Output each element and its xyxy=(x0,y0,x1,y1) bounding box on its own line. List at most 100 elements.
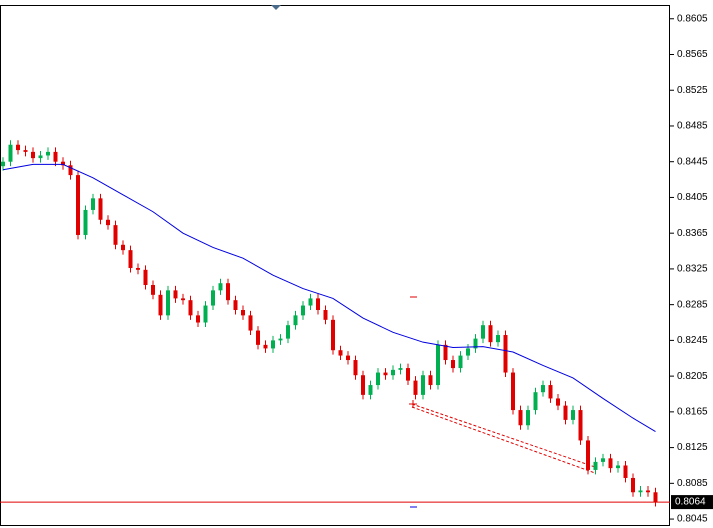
candle-body xyxy=(458,355,463,369)
candle-body xyxy=(61,161,65,166)
candle-body xyxy=(436,344,440,386)
candle-body xyxy=(511,372,515,411)
candle-body xyxy=(248,315,253,331)
candle-body xyxy=(188,300,193,316)
candle-body xyxy=(361,375,365,395)
y-tick-label: 0.8125 xyxy=(677,442,708,453)
candle-body xyxy=(503,335,508,373)
candle-body xyxy=(16,144,20,151)
candle-body xyxy=(331,319,335,351)
moving-average xyxy=(2,163,656,432)
chart-layer: 0.8605 0.8565 0.8525 0.8485 0.8445 0.8405 0.83… xyxy=(0,13,713,525)
candle-body xyxy=(473,338,478,349)
current-price-box xyxy=(671,495,713,510)
y-tick-label: 0.8045 xyxy=(677,514,708,525)
candle-body xyxy=(526,410,530,426)
y-tick-label: 0.8525 xyxy=(677,85,708,96)
candle-body xyxy=(106,219,110,226)
y-tick-label: 0.8605 xyxy=(677,13,708,24)
candle-body xyxy=(128,250,133,269)
y-tick-label: 0.8285 xyxy=(677,299,708,310)
candle-body xyxy=(121,244,125,251)
candle-body xyxy=(586,440,590,470)
candle-body xyxy=(346,355,350,361)
candle-body xyxy=(173,290,178,299)
candle-body xyxy=(376,372,380,386)
candle-body xyxy=(46,151,50,156)
candle-body xyxy=(158,294,163,316)
y-tick-label: 0.8165 xyxy=(677,406,708,417)
candle-body xyxy=(571,410,575,420)
candle-body xyxy=(263,344,268,349)
candle-body xyxy=(398,368,403,370)
candle-body xyxy=(166,290,170,316)
candle-body xyxy=(338,350,343,356)
candle-body xyxy=(518,410,523,426)
candle-body xyxy=(38,155,43,159)
candle-body xyxy=(143,269,148,285)
y-tick-label: 0.8405 xyxy=(677,192,708,203)
candle-body xyxy=(413,380,418,395)
y-tick-label: 0.8565 xyxy=(677,49,708,60)
candle-body xyxy=(308,298,313,306)
candle-body xyxy=(533,392,538,411)
candle-body xyxy=(496,335,500,343)
candle-body xyxy=(113,225,118,245)
candle-body xyxy=(233,300,238,311)
candle-body xyxy=(91,198,95,210)
candle-body xyxy=(271,340,275,349)
candle-body xyxy=(653,492,658,503)
candle-body xyxy=(578,410,583,441)
candle-body xyxy=(8,144,13,162)
candle-body xyxy=(368,385,373,395)
candle-body xyxy=(293,315,298,326)
trend-line xyxy=(411,406,596,474)
candle-body xyxy=(563,405,568,420)
y-tick-label: 0.8365 xyxy=(677,228,708,239)
candle-body xyxy=(428,375,433,386)
candle-body xyxy=(278,338,283,341)
candle-body xyxy=(353,360,358,376)
candle-body xyxy=(181,298,185,301)
y-tick-label: 0.8245 xyxy=(677,335,708,346)
candle-body xyxy=(481,325,485,339)
candle-body xyxy=(196,315,200,323)
candle-body xyxy=(286,325,290,339)
trend-line xyxy=(411,403,596,468)
candle-body xyxy=(638,490,643,493)
y-tick-label: 0.8445 xyxy=(677,156,708,167)
candle-body xyxy=(383,372,388,376)
candle-body xyxy=(631,477,635,493)
candle-body xyxy=(646,490,650,493)
candle-body xyxy=(31,151,35,159)
candle-body xyxy=(76,175,80,235)
candle-body xyxy=(323,310,328,320)
candle-body xyxy=(136,268,140,270)
candle-body xyxy=(623,465,628,478)
candle-body xyxy=(593,461,598,470)
candle-body xyxy=(548,385,553,399)
candle-body xyxy=(421,375,425,395)
candle-body xyxy=(211,290,215,306)
candle-body xyxy=(316,298,320,311)
y-tick-label: 0.8325 xyxy=(677,264,708,275)
candle-body xyxy=(556,398,560,406)
candle-body xyxy=(466,348,470,356)
candle-body xyxy=(608,458,613,469)
y-tick-label: 0.8205 xyxy=(677,371,708,382)
candle-body xyxy=(83,209,88,235)
candle-body xyxy=(391,369,395,376)
y-tick-label: 0.8085 xyxy=(677,478,708,489)
candle-body xyxy=(616,465,620,469)
candle-body xyxy=(406,368,410,381)
candle-body xyxy=(443,344,448,361)
candle-body xyxy=(451,360,455,369)
candle-body xyxy=(256,330,260,345)
candle-body xyxy=(226,283,230,301)
candle-body xyxy=(98,198,103,220)
scroll-marker xyxy=(271,5,281,10)
candle-body xyxy=(68,165,73,176)
candle-body xyxy=(218,283,223,291)
